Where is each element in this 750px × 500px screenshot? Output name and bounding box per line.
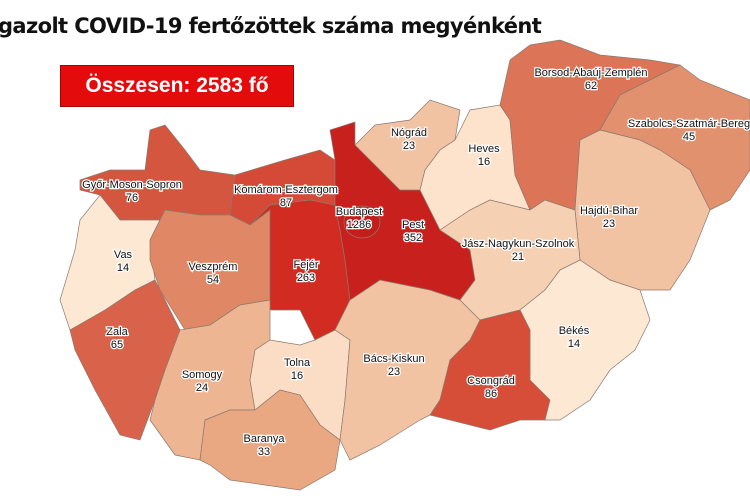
county-name-label: Somogy — [182, 369, 223, 381]
county-value-label: 76 — [126, 192, 138, 204]
county-name-label: Heves — [468, 143, 500, 155]
county-name-label: Vas — [114, 249, 133, 261]
county-name-label: Budapest — [336, 206, 382, 218]
county-value-label: 16 — [291, 370, 303, 382]
county-value-label: 54 — [207, 274, 219, 286]
county-name-label: Pest — [402, 219, 424, 231]
county-value-label: 14 — [117, 262, 129, 274]
county-value-label: 14 — [568, 338, 580, 350]
county-value-label: 23 — [603, 218, 615, 230]
county-value-label: 87 — [280, 197, 292, 209]
county-name-label: Szabolcs-Szatmár-Bereg — [628, 118, 750, 130]
county-value-label: 65 — [111, 339, 123, 351]
county-baranya — [199, 389, 341, 491]
county-name-label: Baranya — [244, 433, 286, 445]
county-name-label: Hajdú-Bihar — [580, 205, 638, 217]
county-value-label: 352 — [404, 232, 422, 244]
county-name-label: Borsod-Abaúj-Zemplén — [534, 67, 647, 79]
county-value-label: 45 — [683, 131, 695, 143]
county-name-label: Veszprém — [189, 261, 238, 273]
county-value-label: 33 — [258, 446, 270, 458]
county-name-label: Békés — [559, 325, 590, 337]
county-csongrad — [429, 309, 551, 431]
county-value-label: 263 — [297, 272, 315, 284]
county-name-label: Nógrád — [391, 127, 427, 139]
county-name-label: Fejér — [293, 259, 318, 271]
county-value-label: 86 — [485, 388, 497, 400]
county-name-label: Tolna — [284, 357, 311, 369]
county-name-label: Csongrád — [467, 375, 515, 387]
county-value-label: 24 — [196, 382, 208, 394]
county-name-label: Győr-Moson-Sopron — [82, 179, 182, 191]
total-cases-box: Összesen: 2583 fő — [60, 65, 294, 107]
county-name-label: Bács-Kiskun — [363, 353, 424, 365]
county-name-label: Zala — [106, 326, 128, 338]
county-value-label: 62 — [585, 80, 597, 92]
county-name-label: Jász-Nagykun-Szolnok — [462, 238, 575, 250]
county-value-label: 21 — [512, 251, 524, 263]
map-title: gazolt COVID-19 fertőzöttek száma megyén… — [0, 14, 542, 38]
county-value-label: 1286 — [347, 219, 371, 231]
county-value-label: 16 — [478, 156, 490, 168]
county-budapest — [343, 205, 381, 239]
county-value-label: 23 — [403, 140, 415, 152]
county-name-label: Komárom-Esztergom — [234, 184, 338, 196]
county-value-label: 23 — [388, 366, 400, 378]
